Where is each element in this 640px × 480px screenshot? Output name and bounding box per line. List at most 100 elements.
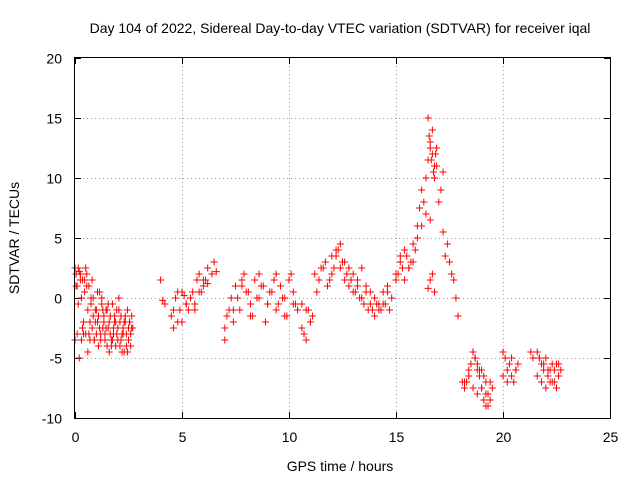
data-point [111,318,119,326]
data-point [411,246,419,254]
data-point [204,264,212,272]
data-point [78,276,86,284]
data-point [117,312,125,320]
x-axis-label: GPS time / hours [287,458,394,474]
data-point [428,126,436,134]
data-point [555,372,563,380]
data-point [431,162,439,170]
data-point [272,270,280,278]
data-point [302,336,310,344]
y-axis-label: SDTVAR / TECUs [6,182,22,294]
data-point [74,300,82,308]
data-point [424,284,432,292]
data-point [321,258,329,266]
data-point [169,306,177,314]
data-point [422,210,430,218]
data-point [401,246,409,254]
data-point [553,384,560,392]
data-point [223,312,231,320]
data-point [409,258,417,266]
data-point [435,198,443,206]
data-point [349,288,357,296]
data-point [90,336,98,344]
data-point [473,390,481,398]
data-point [437,186,445,194]
data-point [167,312,175,320]
data-point [488,384,496,392]
data-point [416,204,424,212]
data-point [270,276,278,284]
data-point [77,336,85,344]
data-point [544,366,552,374]
data-point [92,330,100,338]
data-point [508,372,516,380]
data-point [126,318,134,326]
data-point [484,402,492,410]
data-point [345,282,353,290]
data-point [89,294,97,302]
data-point [418,186,426,194]
data-point [339,258,346,266]
data-point [362,282,370,290]
data-point [478,366,486,374]
data-point [317,264,325,272]
data-point [324,282,332,290]
data-point [306,318,314,326]
data-point [542,384,550,392]
data-point [499,372,507,380]
data-point [499,348,507,356]
data-point [540,360,548,368]
y-tick-label: -10 [42,411,62,427]
data-point [100,312,108,320]
x-tick-label: 0 [72,429,80,445]
data-point [208,270,216,278]
data-point [383,288,391,296]
data-point [238,282,246,290]
data-point [191,306,199,314]
data-point [78,324,86,332]
data-point [97,336,105,344]
data-point [480,372,488,380]
data-point [180,292,188,300]
data-point [368,306,376,314]
data-point [261,318,269,326]
data-point [199,276,207,284]
data-point [123,306,131,314]
data-point [227,294,235,302]
data-point [426,276,434,284]
data-point [199,282,207,290]
data-point [276,282,284,290]
data-point [431,288,439,296]
data-point [478,384,486,392]
data-point [119,324,127,332]
data-point [229,318,237,326]
data-point [103,342,111,350]
data-point [431,174,439,182]
data-point [251,276,259,284]
data-point [486,396,494,404]
data-point [471,354,479,362]
data-point [257,282,265,290]
data-point [328,252,336,260]
data-point [127,342,135,350]
x-tick-label: 10 [282,429,298,445]
data-point [460,378,468,386]
data-point [533,348,541,356]
data-point [460,384,468,392]
data-point [396,252,404,260]
data-point [341,276,349,284]
data-point [514,360,522,368]
data-point [95,342,103,350]
data-point [118,330,126,338]
data-point [221,324,229,332]
data-point [482,378,490,386]
data-point [343,270,351,278]
data-point [102,306,110,314]
data-point [548,378,556,386]
data-point [420,198,428,206]
data-point [232,282,239,290]
data-point [127,330,135,338]
data-point [76,270,84,278]
data-point [88,324,96,332]
data-point [533,372,541,380]
